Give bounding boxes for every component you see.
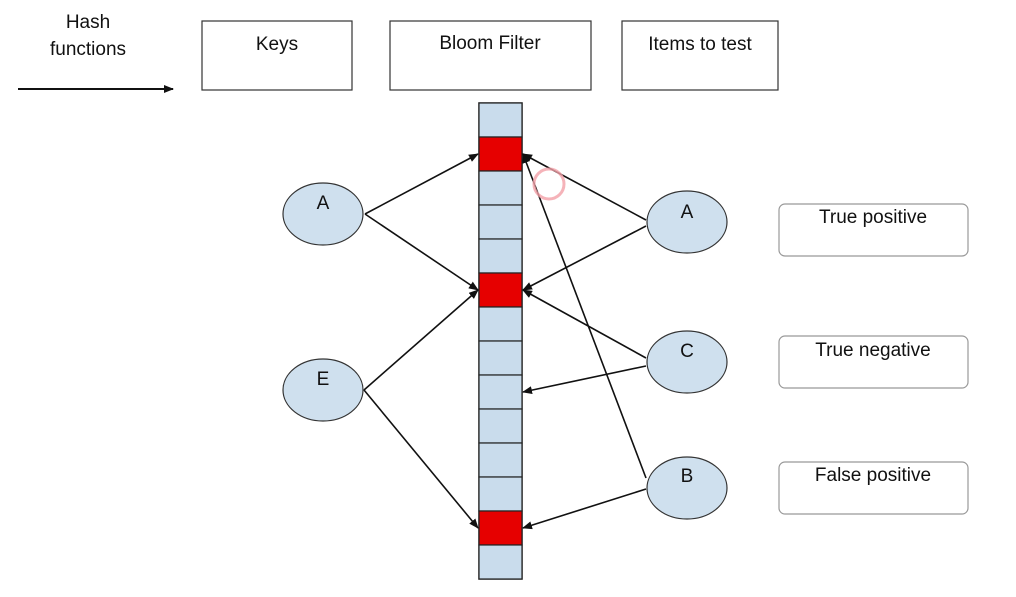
bloom-filter-cell-set: [478, 136, 523, 172]
bloom-filter-array: [478, 102, 523, 580]
test-arrow: [522, 225, 647, 291]
header-keys-label: Keys: [256, 34, 298, 55]
test-arrow: [522, 153, 647, 479]
bloom-filter-cell: [478, 170, 523, 206]
bloom-filter-cell: [478, 476, 523, 512]
header-items-to-test-label: Items to test: [648, 34, 752, 55]
hash-arrows: [363, 153, 647, 530]
result-false-positive-label: False positive: [815, 465, 931, 486]
test-node-c-label: C: [680, 341, 694, 362]
bloom-filter-cell: [478, 204, 523, 240]
key-node-a: A: [282, 182, 364, 246]
bloom-filter-cell: [478, 442, 523, 478]
bloom-filter-cell: [478, 238, 523, 274]
test-arrow: [522, 289, 647, 359]
result-true-positive: True positive: [778, 203, 969, 257]
header-keys: Keys: [201, 20, 353, 91]
test-node-b: B: [646, 456, 728, 520]
key-arrow: [364, 153, 479, 215]
bloom-filter-cell: [478, 340, 523, 376]
key-arrow: [363, 289, 479, 391]
bloom-filter-cell-set: [478, 510, 523, 546]
bloom-filter-cell: [478, 306, 523, 342]
bloom-filter-cell: [478, 102, 523, 138]
header-items-to-test: Items to test: [621, 20, 779, 91]
test-arrow: [522, 365, 647, 395]
hash-functions-label-line1: Hash: [66, 12, 110, 33]
result-true-negative-label: True negative: [815, 340, 930, 361]
header-bloom-filter: Bloom Filter: [389, 20, 592, 91]
bloom-filter-cell: [478, 544, 523, 580]
bloom-filter-cell: [478, 408, 523, 444]
key-node-e: E: [282, 358, 364, 422]
test-node-a: A: [646, 190, 728, 254]
bloom-filter-cell-set: [478, 272, 523, 308]
key-arrow: [364, 213, 479, 291]
test-node-b-label: B: [681, 466, 694, 487]
hash-functions-label-line2: functions: [50, 39, 126, 60]
hash-functions-legend: Hash functions: [18, 12, 174, 93]
key-node-a-label: A: [317, 193, 330, 214]
test-arrow: [522, 488, 647, 530]
result-true-positive-label: True positive: [819, 207, 927, 228]
test-arrow: [522, 153, 647, 221]
key-arrow: [363, 389, 479, 529]
key-node-e-label: E: [317, 369, 330, 390]
cursor-indicator: [532, 167, 566, 201]
header-bloom-filter-label: Bloom Filter: [439, 33, 541, 54]
test-node-c: C: [646, 330, 728, 394]
result-true-negative: True negative: [778, 335, 969, 389]
test-node-a-label: A: [681, 202, 694, 223]
bloom-filter-cell: [478, 374, 523, 410]
result-false-positive: False positive: [778, 461, 969, 515]
